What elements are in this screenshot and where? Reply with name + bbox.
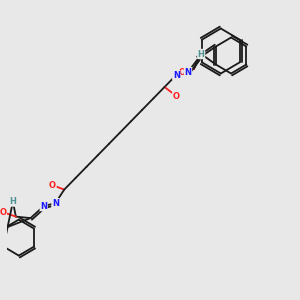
Text: N: N <box>40 202 47 211</box>
Text: O: O <box>173 92 180 100</box>
Text: O: O <box>178 68 186 76</box>
Text: H: H <box>10 197 16 206</box>
Text: N: N <box>184 68 191 76</box>
Text: N: N <box>52 199 59 208</box>
Text: H: H <box>198 50 205 58</box>
Text: O: O <box>0 208 6 217</box>
Text: N: N <box>173 70 180 80</box>
Text: O: O <box>49 181 56 190</box>
